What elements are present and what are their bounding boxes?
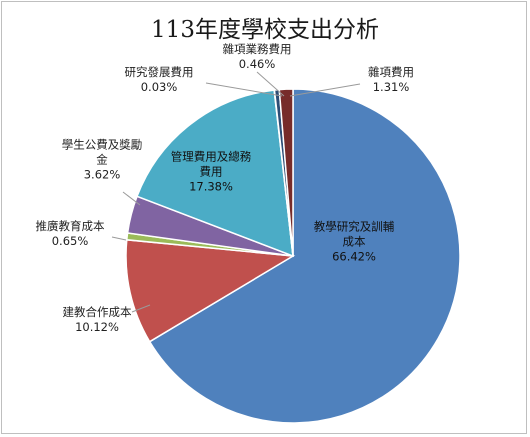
pie-slice — [125, 238, 296, 343]
pie-slice — [148, 88, 461, 424]
slice-name-label: 學生公費及獎勵 — [62, 138, 143, 152]
slice-name-label: 教學研究及訓輔 — [314, 220, 395, 234]
slice-value-label: 66.42% — [332, 250, 376, 264]
pie-slice — [136, 89, 294, 258]
slice-name-label: 推廣教育成本 — [36, 219, 105, 233]
chart-title: 113年度學校支出分析 — [151, 17, 379, 43]
slice-value-label: 3.62% — [84, 168, 121, 182]
pie-slice — [278, 88, 294, 257]
slice-name-label: 雜項費用 — [368, 65, 414, 79]
slice-value-label: 1.31% — [373, 80, 410, 94]
slice-value-label: 10.12% — [75, 320, 119, 334]
slice-name-label: 建教合作成本 — [63, 305, 132, 319]
slice-name-label: 雜項業務費用 — [223, 42, 292, 56]
leader-line — [205, 82, 283, 97]
leader-line — [111, 236, 127, 241]
slice-value-label: 0.46% — [239, 57, 276, 71]
slice-name-label: 管理費用及總務 — [171, 150, 252, 164]
slice-value-label: 17.38% — [189, 180, 233, 194]
slice-name-label: 成本 — [343, 235, 366, 249]
slice-value-label: 0.65% — [52, 234, 89, 248]
leader-line — [131, 304, 151, 313]
leader-line — [289, 83, 361, 97]
slice-name-label: 金 — [96, 153, 108, 167]
leader-line — [122, 191, 141, 206]
slice-name-label: 研究發展費用 — [125, 65, 194, 79]
slice-value-label: 0.03% — [141, 80, 178, 94]
slice-name-label: 費用 — [200, 165, 223, 179]
leader-line — [256, 71, 285, 97]
